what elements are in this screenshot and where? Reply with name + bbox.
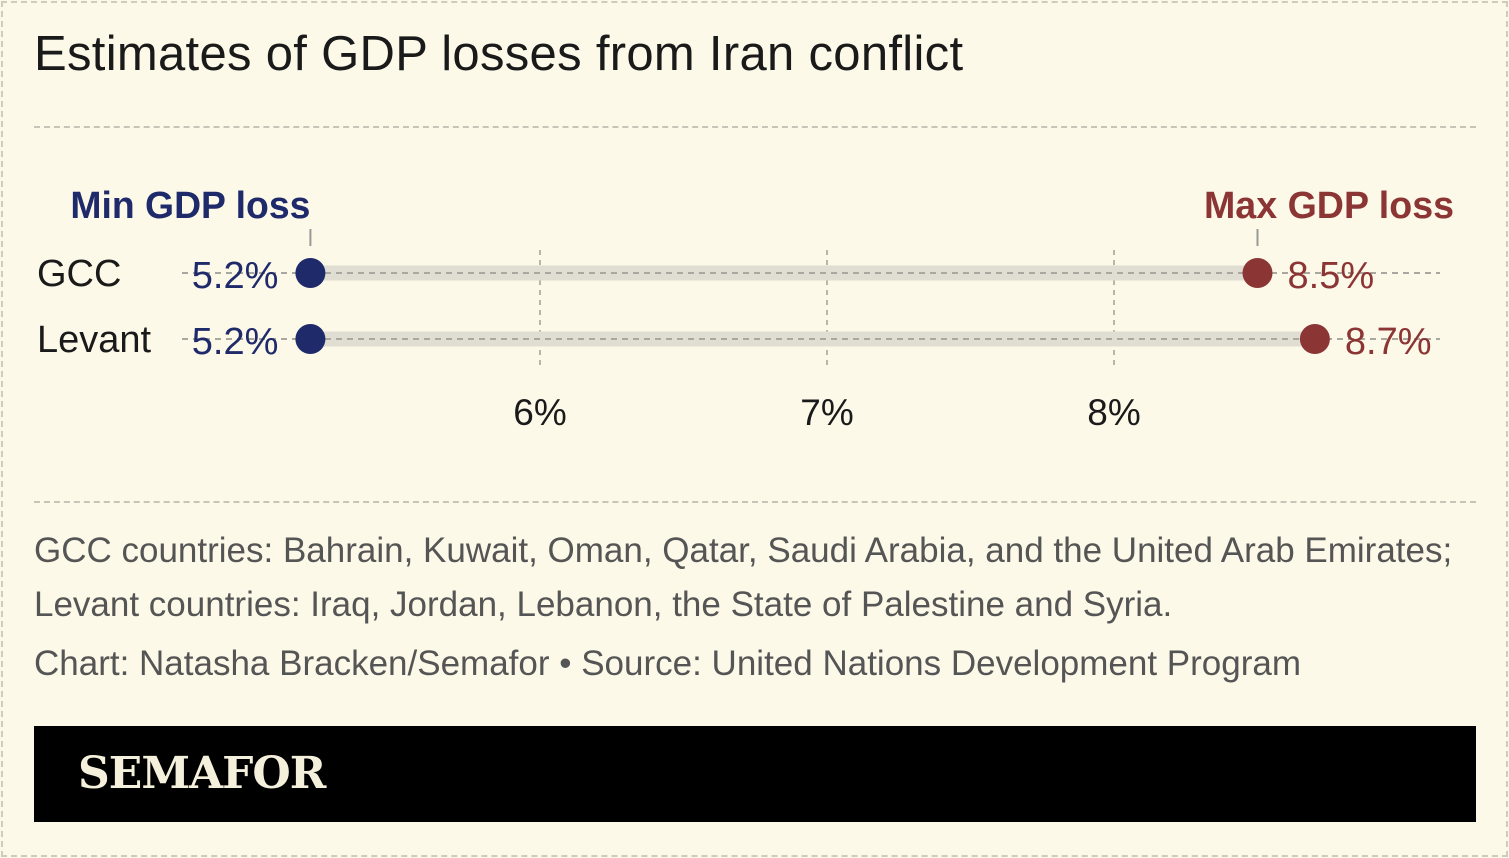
category-label: GCC (37, 253, 121, 295)
chart-title: Estimates of GDP losses from Iran confli… (34, 27, 964, 81)
max-dot (1242, 258, 1273, 288)
divider-top (34, 126, 1476, 128)
chart-credit: Chart: Natasha Bracken/Semafor • Source:… (34, 644, 1302, 683)
dumbbell-chart: 6% 7% 8% Min GDP loss Max GDP loss GCC 5.2% 8.5… (37, 185, 1454, 433)
x-tick-label: 8% (1087, 392, 1140, 433)
max-value-label: 8.7% (1345, 321, 1432, 363)
chart-notes: GCC countries: Bahrain, Kuwait, Oman, Qa… (34, 531, 1453, 624)
divider-bottom (34, 501, 1476, 503)
min-value-label: 5.2% (192, 321, 279, 363)
footer-bar: SEMAFOR (34, 726, 1476, 822)
max-value-label: 8.5% (1288, 255, 1375, 297)
category-label: Levant (37, 319, 152, 361)
min-dot (295, 324, 326, 354)
x-tick-label: 6% (513, 392, 566, 433)
max-dot (1299, 324, 1330, 354)
x-tick-label: 7% (800, 392, 853, 433)
min-value-label: 5.2% (192, 255, 279, 297)
legend-min-label: Min GDP loss (70, 185, 310, 227)
legend-max-label: Max GDP loss (1204, 185, 1454, 227)
min-dot (295, 258, 326, 288)
semafor-logo: SEMAFOR (78, 748, 326, 799)
